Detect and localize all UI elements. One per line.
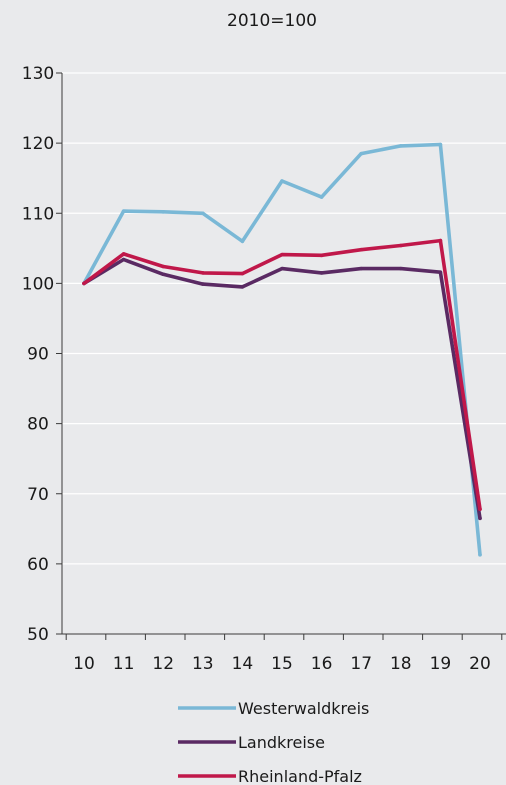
data-point-westerwaldkreis-14 xyxy=(240,239,245,244)
y-tick-label-80: 80 xyxy=(27,415,49,435)
legend-label-landkreise: Landkreise xyxy=(238,733,325,752)
legend-label-rheinland-pfalz: Rheinland-Pfalz xyxy=(238,767,362,785)
data-point-rheinland-pfalz-14 xyxy=(240,271,245,276)
data-point-landkreise-19 xyxy=(438,270,443,274)
x-tick-label-18: 18 xyxy=(390,654,412,674)
data-point-rheinland-pfalz-19 xyxy=(438,238,443,243)
data-point-rheinland-pfalz-10 xyxy=(82,281,86,286)
data-point-rheinland-pfalz-13 xyxy=(201,271,205,275)
data-point-westerwaldkreis-19 xyxy=(438,142,443,147)
axes xyxy=(56,72,506,640)
data-point-westerwaldkreis-20 xyxy=(478,552,482,557)
data-point-landkreise-13 xyxy=(201,282,205,286)
x-tick-label-12: 12 xyxy=(152,654,174,674)
data-point-rheinland-pfalz-12 xyxy=(161,264,165,269)
chart-title: 2010=100 xyxy=(227,11,317,31)
data-point-landkreise-20 xyxy=(478,516,482,521)
x-tick-label-16: 16 xyxy=(311,654,333,674)
data-point-landkreise-18 xyxy=(399,266,403,271)
x-tick-label-19: 19 xyxy=(430,654,452,674)
legend: Westerwaldkreis Landkreise Rheinland-Pfalz xyxy=(178,699,369,785)
x-tick-label-10: 10 xyxy=(73,654,95,674)
data-point-landkreise-15 xyxy=(280,266,284,271)
data-point-rheinland-pfalz-16 xyxy=(319,253,324,258)
data-point-landkreise-12 xyxy=(161,272,165,277)
x-tick-label-15: 15 xyxy=(271,654,293,674)
data-point-landkreise-17 xyxy=(359,266,364,271)
legend-label-westerwaldkreis: Westerwaldkreis xyxy=(238,699,369,718)
y-tick-label-60: 60 xyxy=(27,555,49,575)
y-tick-label-50: 50 xyxy=(27,625,49,645)
y-tick-label-130: 130 xyxy=(22,64,54,84)
series-line-landkreise xyxy=(82,257,482,521)
y-tick-label-100: 100 xyxy=(22,274,54,294)
data-point-rheinland-pfalz-11 xyxy=(121,252,126,256)
data-point-rheinland-pfalz-17 xyxy=(359,247,364,252)
x-tick-label-14: 14 xyxy=(232,654,254,674)
x-tick-label-11: 11 xyxy=(113,654,135,674)
data-point-rheinland-pfalz-18 xyxy=(399,243,403,248)
x-tick-label-20: 20 xyxy=(469,654,491,674)
x-tick-label-13: 13 xyxy=(192,654,214,674)
tick-labels: 50 60 70 80 90 100 110 120 130 10 11 12 13 14 15 16 17 18… xyxy=(22,64,491,674)
data-point-westerwaldkreis-12 xyxy=(161,210,165,214)
data-point-westerwaldkreis-16 xyxy=(319,195,324,199)
data-point-landkreise-11 xyxy=(121,257,126,262)
data-point-rheinland-pfalz-15 xyxy=(280,252,284,257)
data-point-westerwaldkreis-17 xyxy=(359,151,364,156)
y-tick-label-120: 120 xyxy=(22,134,54,154)
series-lines xyxy=(82,142,482,557)
series-line-rheinland-pfalz xyxy=(82,238,482,512)
y-tick-label-90: 90 xyxy=(27,345,49,365)
data-point-rheinland-pfalz-20 xyxy=(478,507,482,511)
data-point-westerwaldkreis-15 xyxy=(280,179,284,183)
y-tick-label-70: 70 xyxy=(27,485,49,505)
data-point-westerwaldkreis-13 xyxy=(201,211,205,216)
data-point-westerwaldkreis-11 xyxy=(121,209,126,213)
x-tick-label-17: 17 xyxy=(350,654,372,674)
data-point-westerwaldkreis-18 xyxy=(399,144,403,148)
y-tick-label-110: 110 xyxy=(22,204,54,224)
gridlines xyxy=(62,72,506,565)
data-point-landkreise-14 xyxy=(240,285,245,289)
data-point-landkreise-16 xyxy=(319,271,324,275)
